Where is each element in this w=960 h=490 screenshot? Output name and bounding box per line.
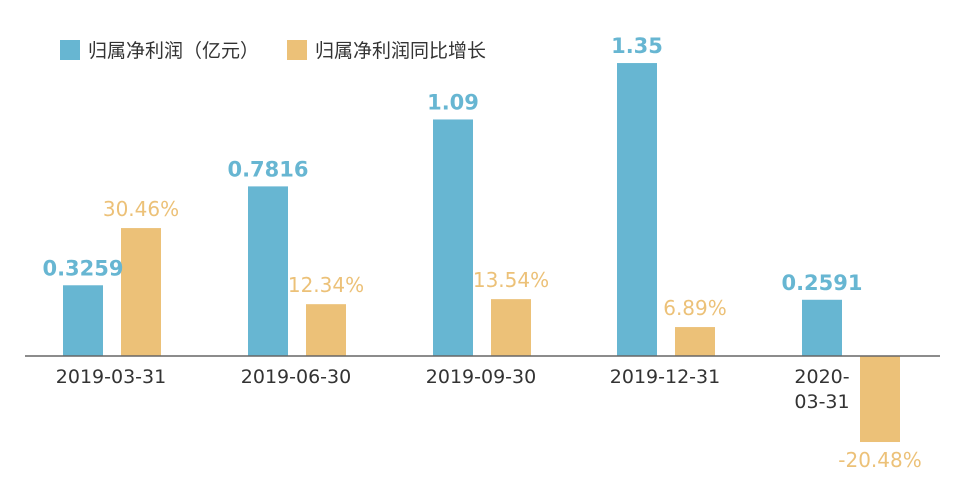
growth-bars — [121, 228, 900, 443]
x-tick-label-4-line1: 03-31 — [794, 391, 849, 413]
data-label-growth-2: 13.54% — [473, 268, 549, 292]
legend-swatch-growth — [287, 40, 307, 60]
data-label-net-profit-1: 0.7816 — [227, 157, 308, 181]
net-profit-bars — [63, 63, 842, 357]
bar-growth-2 — [491, 299, 531, 356]
chart-legend: 归属净利润（亿元） 归属净利润同比增长 — [60, 40, 486, 62]
legend-label-growth: 归属净利润同比增长 — [315, 40, 486, 62]
bar-growth-0 — [121, 228, 161, 356]
x-tick-label-4-line0: 2020- — [794, 366, 849, 388]
x-axis-tick-labels: 2019-03-31 2019-06-30 2019-09-30 2019-12-31… — [56, 366, 850, 413]
data-label-net-profit-3: 1.35 — [611, 34, 663, 58]
bar-net-profit-2 — [433, 119, 473, 356]
data-label-net-profit-2: 1.09 — [427, 90, 479, 114]
data-label-growth-4: -20.48% — [838, 448, 921, 472]
legend-label-net-profit: 归属净利润（亿元） — [88, 40, 259, 62]
x-tick-label-1: 2019-06-30 — [241, 366, 351, 388]
bar-net-profit-3 — [617, 63, 657, 357]
data-label-growth-3: 6.89% — [663, 296, 727, 320]
bar-net-profit-1 — [248, 186, 288, 356]
data-label-growth-1: 12.34% — [288, 273, 364, 297]
bar-net-profit-0 — [63, 285, 103, 356]
data-label-net-profit-4: 0.2591 — [781, 271, 862, 295]
x-tick-label-0: 2019-03-31 — [56, 366, 166, 388]
legend-swatch-net-profit — [60, 40, 80, 60]
bar-growth-1 — [306, 304, 346, 356]
bar-growth-4 — [860, 356, 900, 443]
bar-net-profit-4 — [802, 299, 842, 356]
x-tick-label-3: 2019-12-31 — [610, 366, 720, 388]
data-labels: 0.3259 30.46% 0.7816 12.34% 1.09 13.54% 1.35 6.… — [42, 34, 921, 472]
data-label-growth-0: 30.46% — [103, 197, 179, 221]
x-tick-label-2: 2019-09-30 — [426, 366, 536, 388]
data-label-net-profit-0: 0.3259 — [42, 256, 123, 280]
bar-growth-3 — [675, 327, 715, 356]
